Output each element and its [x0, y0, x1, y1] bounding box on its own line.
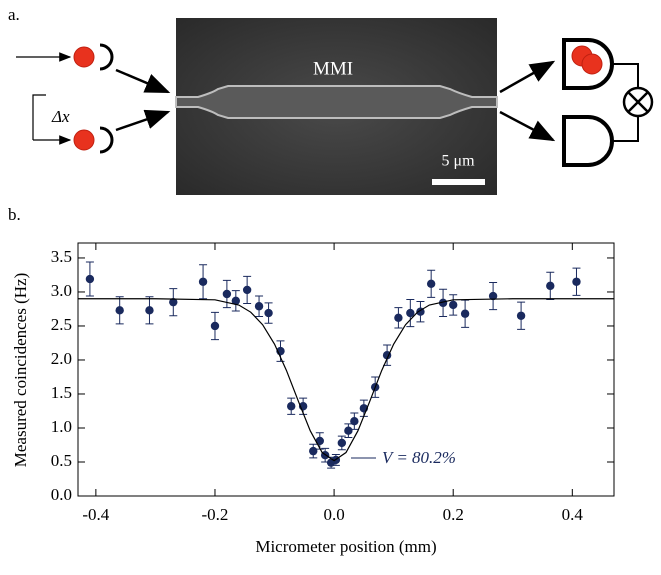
data-point [242, 285, 252, 295]
data-point [315, 436, 324, 446]
scale-bar [432, 179, 485, 185]
data-point [85, 274, 95, 284]
data-point [337, 438, 347, 448]
data-point [406, 308, 415, 318]
input-diagram [16, 43, 171, 154]
mmi-label: MMI [313, 58, 353, 79]
data-point [344, 426, 353, 435]
scale-bar-label: 5 μm [441, 153, 475, 170]
waveguide [175, 85, 498, 119]
data-point [438, 298, 448, 308]
data-point [309, 446, 318, 456]
data-point [426, 279, 436, 289]
data-point [572, 277, 581, 286]
y-axis-label: Measured coincidences (Hz) [11, 273, 30, 467]
data-point [350, 416, 359, 426]
x-tick-label: 0.4 [562, 505, 584, 524]
y-tick-label: 2.0 [51, 349, 72, 368]
fit-line [78, 298, 614, 462]
data-point [516, 311, 526, 320]
plot-frame [77, 242, 615, 497]
data-point [231, 296, 241, 306]
x-tick-label: 0.0 [323, 505, 344, 524]
x-axis-label: Micrometer position (mm) [255, 537, 436, 556]
output-diagram [499, 38, 654, 167]
x-tick-label: -0.2 [202, 505, 229, 524]
panel-label: a. [8, 5, 20, 24]
data-point [169, 297, 178, 307]
annotation: V = 80.2% [382, 448, 456, 467]
y-tick-label: 0.5 [51, 451, 72, 470]
x-tick-label: 0.2 [443, 505, 464, 524]
data-point [287, 402, 296, 411]
data-point [394, 313, 403, 323]
data-point [254, 302, 264, 311]
delta-x-label: Δx [51, 107, 70, 126]
y-tick-label: 3.0 [51, 281, 72, 300]
x-tick-label: -0.4 [82, 505, 109, 524]
data-point [145, 306, 154, 315]
data-point [198, 277, 208, 286]
data-point [460, 309, 470, 318]
y-tick-label: 1.5 [51, 383, 72, 402]
y-tick-label: 3.5 [51, 247, 72, 266]
data-point [222, 289, 232, 299]
panel-label: b. [8, 205, 21, 224]
data-point [546, 281, 555, 291]
data-point [115, 306, 124, 315]
data-point [449, 300, 458, 310]
y-tick-label: 0.0 [51, 485, 72, 504]
y-tick-label: 1.0 [51, 417, 72, 436]
data-point [210, 321, 220, 331]
data-point [264, 308, 273, 318]
data-point [488, 291, 498, 301]
y-tick-label: 2.5 [51, 315, 72, 334]
